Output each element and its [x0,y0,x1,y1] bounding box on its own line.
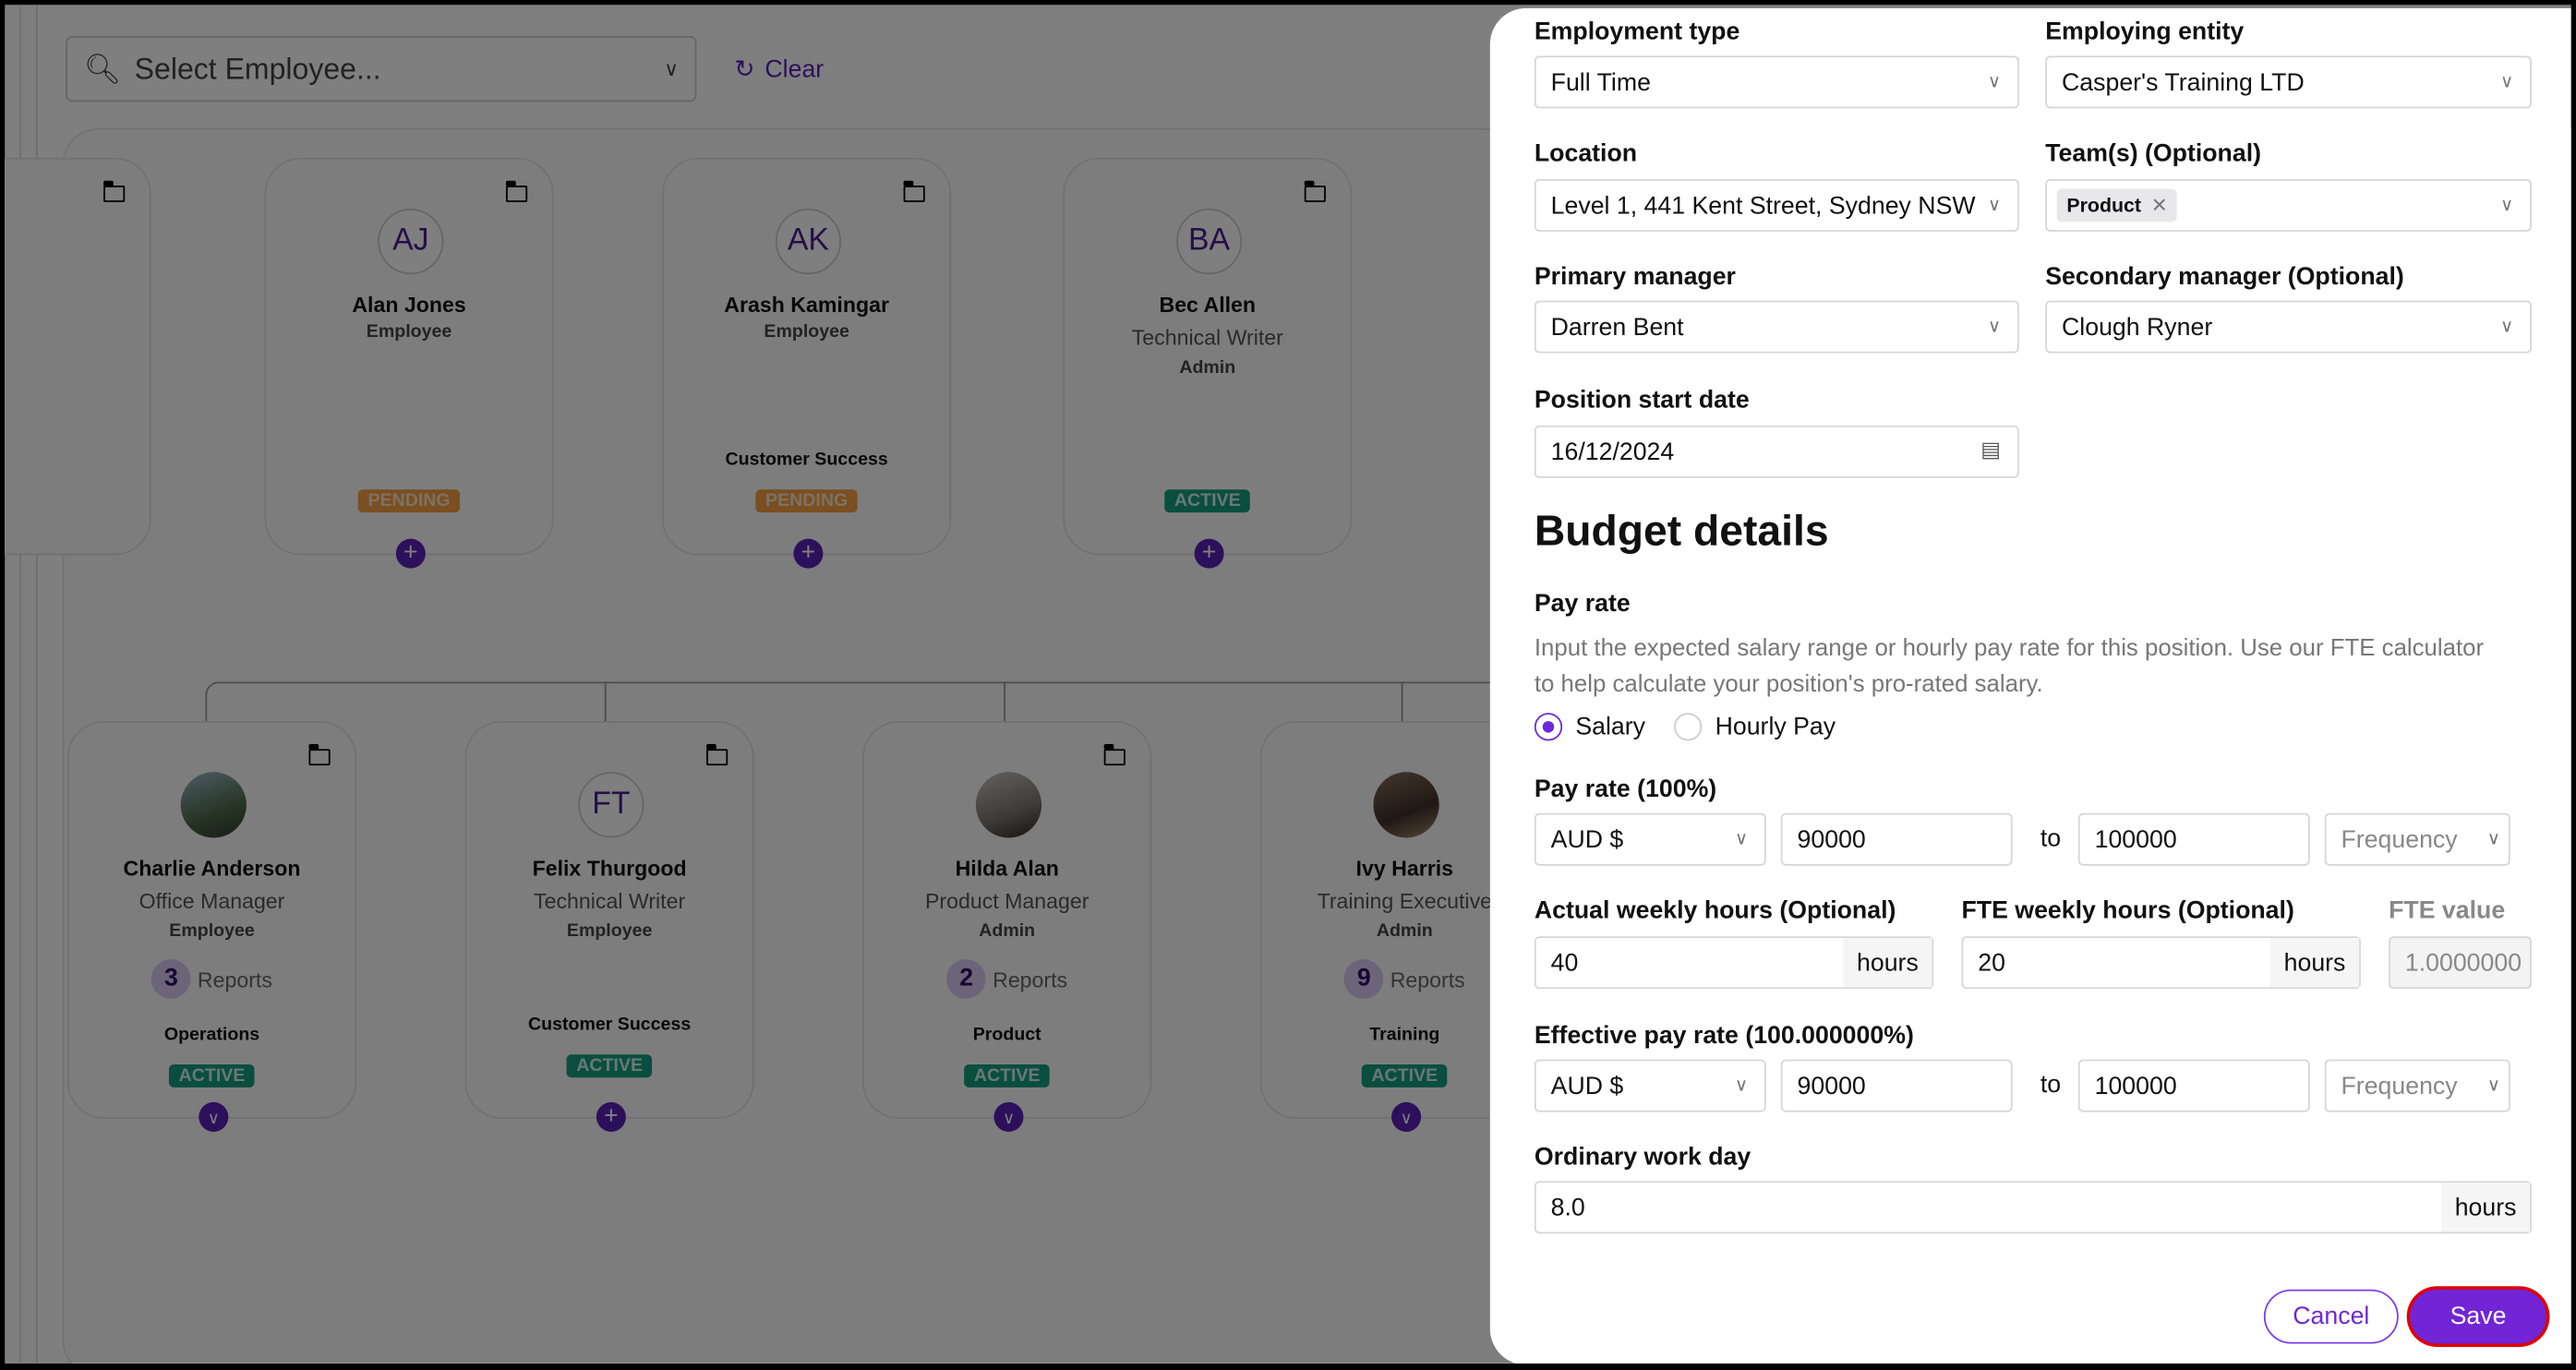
chevron-down-icon: ∨ [2486,829,2501,849]
chevron-down-icon: ∨ [1987,72,2002,92]
employment-type-label: Employment type [1534,18,1740,46]
effective-max-value: 100000 [2094,1071,2177,1100]
frequency-select[interactable]: Frequency ∨ [2324,812,2510,866]
fte-hours-input[interactable]: 20 hours [1961,936,2361,990]
currency-value: AUD $ [1550,1071,1624,1100]
save-button[interactable]: Save [2410,1289,2546,1344]
pay-rate-label: Pay rate [1534,589,1631,619]
app-window: 🔍︎ Select Employee... ∨ ↻Clear AJAlan Jo… [5,5,2571,1364]
location-select[interactable]: Level 1, 441 Kent Street, Sydney NSW ∨ [1534,178,2019,232]
team-chip: Product ✕ [2056,188,2178,222]
chevron-down-icon: ∨ [2499,195,2514,216]
location-label: Location [1534,139,1638,168]
pay-min-input[interactable]: 90000 [1780,812,2013,866]
effective-pay-label: Effective pay rate (100.000000%) [1534,1021,1914,1050]
fte-value-input: 1.0000000 [2389,936,2532,990]
teams-multiselect[interactable]: Product ✕ ∨ [2045,178,2532,232]
currency-select[interactable]: AUD $ ∨ [1534,812,1766,866]
calendar-icon[interactable]: ▤ [1980,437,2002,462]
pay-rate-description: Input the expected salary range or hourl… [1534,635,2485,699]
chevron-down-icon: ∨ [1734,829,1749,849]
effective-currency-select[interactable]: AUD $ ∨ [1534,1059,1766,1112]
secondary-manager-value: Clough Ryner [2062,312,2213,342]
effective-frequency-select[interactable]: Frequency ∨ [2324,1059,2510,1112]
primary-manager-value: Darren Bent [1550,312,1684,342]
frequency-placeholder: Frequency [2341,825,2458,854]
chevron-down-icon: ∨ [2499,317,2514,337]
currency-value: AUD $ [1550,825,1624,854]
pay-max-value: 100000 [2094,825,2177,854]
hours-addon: hours [2269,937,2360,988]
chevron-down-icon: ∨ [1734,1076,1749,1096]
cancel-button[interactable]: Cancel [2263,1289,2399,1344]
start-date-value: 16/12/2024 [1550,438,1675,466]
fte-value: 1.0000000 [2404,948,2522,977]
fte-value-label: FTE value [2389,896,2506,925]
location-value: Level 1, 441 Kent Street, Sydney NSW [1550,191,1976,220]
to-label: to [2040,824,2062,853]
effective-min-input[interactable]: 90000 [1780,1059,2013,1112]
effective-min-value: 90000 [1797,1071,1866,1100]
chevron-down-icon: ∨ [1987,195,2002,216]
pay-rate-100-label: Pay rate (100%) [1534,775,1717,804]
employing-entity-value: Casper's Training LTD [2062,67,2305,97]
actual-hours-label: Actual weekly hours (Optional) [1534,896,1896,925]
work-day-input[interactable]: 8.0 hours [1534,1181,2532,1234]
start-date-input[interactable]: 16/12/2024 ▤ [1534,425,2019,478]
actual-hours-input[interactable]: 40 hours [1534,936,1934,990]
employing-entity-label: Employing entity [2045,18,2245,46]
primary-manager-select[interactable]: Darren Bent ∨ [1534,300,2019,354]
employment-type-select[interactable]: Full Time ∨ [1534,55,2019,109]
position-form-panel: Employment type Full Time ∨ Employing ent… [1489,7,2571,1364]
radio-checked-icon[interactable] [1534,713,1563,741]
secondary-manager-label: Secondary manager (Optional) [2045,262,2404,291]
remove-chip-icon[interactable]: ✕ [2150,193,2168,217]
radio-hourly-pay[interactable]: Hourly Pay [1674,713,1836,741]
fte-hours-value: 20 [1978,948,2005,977]
radio-salary-label: Salary [1575,713,1646,741]
fte-hours-label: FTE weekly hours (Optional) [1961,896,2294,925]
hours-addon: hours [2441,1183,2531,1232]
employment-type-value: Full Time [1550,67,1651,97]
to-label: to [2040,1071,2062,1100]
chevron-down-icon: ∨ [2486,1076,2501,1096]
primary-manager-label: Primary manager [1534,262,1736,291]
budget-heading: Budget details [1534,506,1829,556]
effective-max-input[interactable]: 100000 [2077,1059,2310,1112]
chevron-down-icon: ∨ [1987,317,2002,337]
teams-label: Team(s) (Optional) [2045,139,2262,168]
actual-hours-value: 40 [1550,948,1579,977]
pay-min-value: 90000 [1797,825,1866,854]
radio-unchecked-icon[interactable] [1674,713,1703,741]
chevron-down-icon: ∨ [2499,72,2514,92]
pay-max-input[interactable]: 100000 [2077,812,2310,866]
radio-hourly-label: Hourly Pay [1715,713,1836,741]
work-day-label: Ordinary work day [1534,1143,1751,1172]
employing-entity-select[interactable]: Casper's Training LTD ∨ [2045,55,2532,109]
radio-salary[interactable]: Salary [1534,713,1646,741]
start-date-label: Position start date [1534,386,1750,415]
work-day-value: 8.0 [1550,1193,1585,1221]
team-chip-label: Product [2066,193,2142,217]
hours-addon: hours [1843,937,1932,988]
secondary-manager-select[interactable]: Clough Ryner ∨ [2045,300,2532,354]
frequency-placeholder: Frequency [2341,1071,2458,1100]
